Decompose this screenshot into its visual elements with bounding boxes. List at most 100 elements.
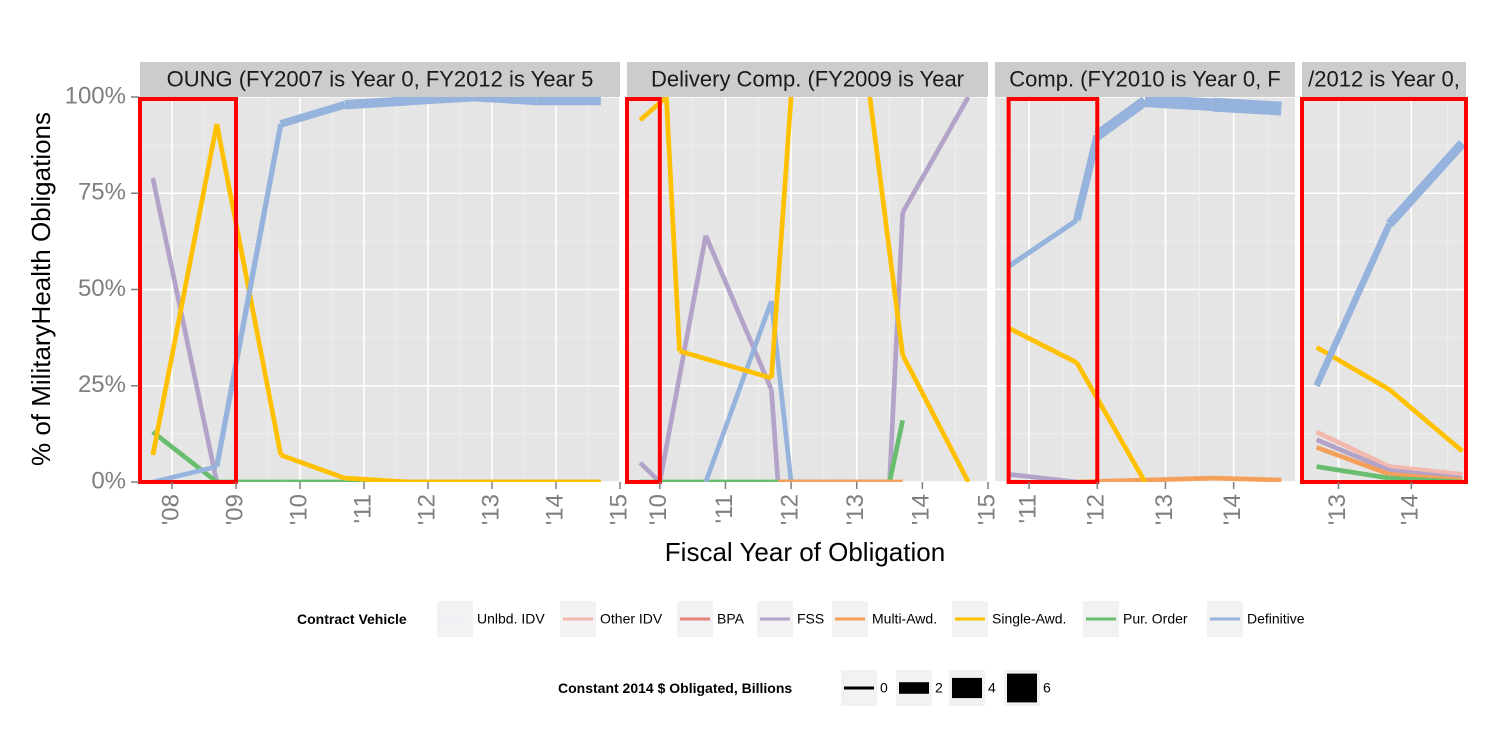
x-tick-label: '14 [1397, 494, 1424, 525]
facet-panel: /2012 is Year 0, '13 '14 [1300, 62, 1468, 525]
series-line-single-awd [900, 353, 971, 482]
size-legend-swatch [899, 682, 929, 694]
size-legend-label: 4 [988, 680, 996, 696]
series-line-definitive [1212, 97, 1282, 116]
series-line-definitive [1073, 134, 1102, 222]
series-line-fss [1315, 437, 1391, 473]
series-line-pur-order [151, 430, 219, 482]
x-tick-label: '13 [1151, 494, 1178, 525]
series-line-definitive [408, 97, 474, 106]
facet-strip-label: OUNG (FY2007 is Year 0, FY2012 is Year 5 [167, 66, 594, 91]
series-line-single-awd [1387, 387, 1464, 453]
facet-panel: OUNG (FY2007 is Year 0, FY2012 is Year 5… [138, 62, 632, 525]
y-axis-title: % of MilitaryHealth Obligations [26, 112, 56, 466]
series-line-definitive [1094, 97, 1149, 140]
facet-strip [627, 62, 988, 97]
facet-panel: Delivery Comp. (FY2009 is Year '10 '11 '12 '… [625, 62, 1000, 525]
series-line-single-awd [1007, 325, 1078, 365]
y-tick-label: 0% [91, 467, 126, 494]
series-line-single-awd [150, 123, 220, 456]
series-line-definitive [214, 123, 284, 468]
series-line-single-awd [280, 452, 346, 481]
y-tick-label: 75% [78, 179, 126, 206]
size-legend-title: Constant 2014 $ Obligated, Billions [558, 680, 792, 696]
series-line-pur-order [1316, 464, 1390, 481]
series-line-single-awd [1074, 361, 1148, 482]
y-axis: 0% 25% 50% 75% 100% [65, 82, 139, 494]
series-line-fss [150, 177, 220, 482]
series-line-single-awd [867, 97, 906, 356]
highlight-box [1300, 97, 1468, 484]
legend-label: BPA [717, 611, 745, 627]
highlight-box [1006, 97, 1100, 484]
legend-label: Other IDV [600, 611, 663, 627]
legend-label: Single-Awd. [992, 611, 1066, 627]
series-line-fss [657, 235, 709, 482]
x-tick-label: '13 [842, 494, 869, 525]
size-legend-label: 2 [935, 680, 943, 696]
panel-series [1007, 97, 1282, 482]
series-line-other-idv [1315, 429, 1391, 469]
x-tick-label: '11 [711, 494, 738, 524]
panel-series [638, 97, 971, 482]
series-line-definitive [1007, 218, 1079, 269]
legend-label: FSS [797, 611, 824, 627]
legend-label: Definitive [1247, 611, 1305, 627]
x-tick-label: '12 [413, 494, 440, 525]
size-legend-swatch [952, 677, 982, 699]
series-line-definitive [1144, 97, 1214, 111]
series-line-multi-awd [1144, 475, 1214, 482]
series-line-single-awd [344, 475, 409, 482]
series-line-definitive [344, 97, 410, 110]
series-line-fss [703, 234, 774, 391]
y-tick-label: 50% [78, 275, 126, 302]
x-tick-label: '11 [1014, 494, 1041, 524]
x-tick-label: '08 [157, 494, 184, 525]
size-legend-label: 0 [880, 680, 888, 696]
series-line-single-awd [664, 97, 682, 352]
x-tick-label: '13 [477, 494, 504, 525]
panel-series [1313, 140, 1466, 482]
series-line-single-awd [638, 97, 668, 122]
x-axis-title: Fiscal Year of Obligation [665, 537, 945, 567]
legend-label: Unlbd. IDV [477, 611, 545, 627]
color-legend: Contract Vehicle Unlbd. IDV Other IDV BPA F… [297, 601, 1305, 637]
x-tick-label: '13 [1324, 494, 1351, 525]
color-legend-title: Contract Vehicle [297, 611, 407, 627]
size-legend: Constant 2014 $ Obligated, Billions 0 2 4 6 [558, 670, 1051, 706]
highlight-box [138, 97, 238, 484]
x-tick-label: '14 [1219, 494, 1246, 525]
facet-strip [1302, 62, 1466, 97]
series-line-definitive [152, 464, 218, 482]
series-line-other-idv [1389, 464, 1463, 477]
facet-strip [140, 62, 620, 97]
x-tick-label: '14 [541, 494, 568, 525]
series-line-multi-awd [1213, 475, 1282, 482]
x-tick-label: '15 [973, 494, 1000, 525]
panels-layer: OUNG (FY2007 is Year 0, FY2012 is Year 5… [138, 62, 1468, 525]
series-line-definitive [1313, 222, 1393, 388]
x-tick-label: '12 [1083, 494, 1110, 525]
legend-label: Multi-Awd. [872, 611, 937, 627]
x-tick-label: '15 [605, 494, 632, 525]
legend-label: Pur. Order [1123, 611, 1188, 627]
series-line-fss [887, 212, 906, 482]
series-line-definitive [1386, 140, 1466, 228]
series-line-single-awd [769, 97, 794, 379]
y-tick-label: 100% [65, 82, 126, 109]
series-line-single-awd [678, 348, 773, 381]
series-line-multi-awd [1315, 445, 1391, 477]
size-legend-label: 6 [1043, 680, 1051, 696]
size-legend-swatch [1007, 673, 1037, 703]
series-line-pur-order [887, 419, 905, 482]
series-line-fss [638, 461, 662, 482]
x-tick-label: '09 [221, 494, 248, 525]
x-tick-label: '10 [645, 494, 672, 525]
size-legend-swatch [844, 686, 874, 690]
facet-strip [995, 62, 1295, 97]
series-line-fss [900, 97, 971, 214]
facet-strip-label: Delivery Comp. (FY2009 is Year [651, 66, 964, 91]
highlight-box [625, 97, 662, 484]
series-line-definitive [279, 101, 346, 128]
